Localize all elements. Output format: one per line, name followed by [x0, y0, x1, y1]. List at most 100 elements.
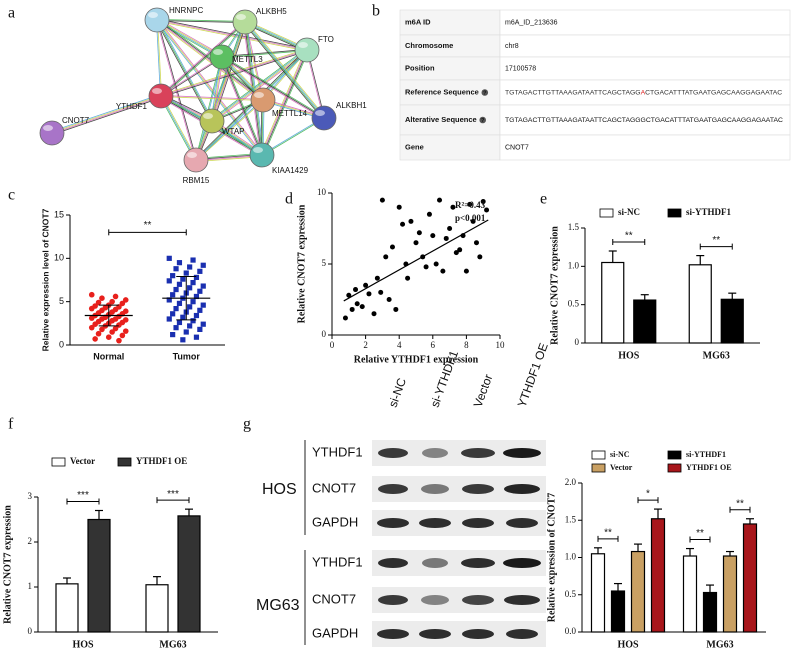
- significance-label: *: [646, 489, 650, 500]
- network-edge: [156, 20, 307, 52]
- legend-label: YTHDF1 OE: [686, 463, 732, 472]
- network-edge: [160, 49, 308, 97]
- data-point: [92, 336, 98, 342]
- x-axis-label: Relative YTHDF1 expression: [354, 354, 479, 365]
- table-value-cell: [499, 104, 791, 136]
- blot-group-label: MG63: [256, 597, 300, 614]
- bar: [688, 264, 712, 344]
- table-value-cell: [499, 79, 791, 106]
- blot-band: [377, 629, 409, 639]
- data-point: [176, 300, 183, 306]
- data-point: [190, 299, 196, 305]
- node-highlight: [298, 42, 308, 48]
- table-label: m6A ID: [405, 17, 431, 26]
- table-label-cell: [399, 134, 501, 161]
- network-edge: [155, 20, 262, 156]
- data-point: [477, 254, 483, 260]
- y-tick-label: 0.0: [565, 626, 577, 636]
- blot-band: [378, 484, 408, 494]
- y-axis-label: Relative CNOT7 expression: [549, 226, 560, 345]
- x-tick-label: 0: [330, 340, 335, 350]
- data-point: [92, 321, 98, 328]
- y-tick-label: 0: [575, 337, 580, 347]
- node-highlight: [152, 88, 162, 94]
- data-point: [366, 291, 372, 297]
- data-point: [453, 250, 459, 256]
- x-category-label: MG63: [706, 639, 733, 650]
- data-point: [200, 262, 206, 268]
- blot-row-label: GAPDH: [312, 514, 358, 529]
- data-point: [193, 312, 200, 319]
- table-value: CNOT7: [505, 144, 529, 151]
- y-tick-label: 1.5: [565, 514, 577, 524]
- network-edge: [244, 22, 324, 119]
- network-edge: [221, 56, 263, 156]
- significance-label: **: [712, 235, 720, 246]
- data-point: [346, 292, 352, 298]
- node-highlight: [148, 12, 158, 18]
- y-tick-label: 2: [28, 536, 33, 546]
- x-tick-label: 10: [496, 340, 506, 350]
- network-node: [144, 7, 170, 33]
- data-point: [180, 314, 186, 320]
- network-edge: [221, 49, 307, 57]
- network-edge: [211, 49, 307, 121]
- network-node: [294, 37, 320, 63]
- node-highlight: [187, 152, 197, 158]
- blot-band: [421, 595, 449, 605]
- network-edge: [245, 21, 325, 118]
- blot-column-label: si-NC: [386, 376, 410, 409]
- data-point: [119, 300, 126, 307]
- data-point: [183, 329, 189, 335]
- data-point: [166, 255, 172, 261]
- bar: [742, 523, 758, 633]
- data-point: [359, 304, 365, 310]
- blot-row-label: YTHDF1: [312, 444, 363, 459]
- network-edge: [51, 95, 161, 133]
- y-tick-label: 0: [28, 626, 33, 636]
- blot-row-label: GAPDH: [312, 625, 358, 640]
- data-point: [379, 197, 385, 203]
- data-point: [116, 322, 122, 328]
- data-point: [170, 273, 176, 279]
- legend-swatch: [667, 450, 682, 460]
- table-value: chr8: [505, 43, 519, 50]
- network-edge: [156, 19, 213, 122]
- y-tick-label: 0.5: [565, 589, 577, 599]
- network-edge: [212, 50, 308, 122]
- panel-label: e: [540, 191, 547, 208]
- sequence-part: TGTAGACTTGTTAAAGATAATTCAGCTAGG: [505, 89, 641, 96]
- blot-row-label: YTHDF1: [312, 554, 363, 569]
- blot-band: [422, 558, 448, 568]
- data-point: [183, 270, 189, 276]
- blot-band: [421, 484, 449, 494]
- data-point: [122, 297, 129, 303]
- network-edge: [157, 19, 246, 22]
- network-edge: [156, 19, 263, 156]
- data-point: [170, 332, 176, 338]
- data-point: [416, 230, 422, 236]
- bar: [601, 261, 625, 344]
- y-tick-label: 10: [317, 187, 327, 197]
- annotation: p<0.001: [455, 213, 486, 223]
- table-value: m6A_ID_213636: [505, 19, 558, 26]
- legend-label: Vector: [70, 456, 95, 466]
- network-edge: [156, 20, 263, 101]
- data-point: [193, 334, 200, 340]
- node-highlight: [203, 113, 213, 119]
- data-point: [109, 329, 115, 335]
- data-point: [109, 298, 115, 305]
- data-point: [99, 295, 105, 302]
- network-edge: [161, 22, 246, 98]
- panel-label: d: [285, 191, 293, 208]
- data-point: [200, 302, 206, 308]
- panel-label: f: [8, 416, 14, 433]
- network-edge: [157, 19, 264, 155]
- data-point: [467, 201, 473, 207]
- network-edge: [155, 20, 212, 122]
- bar: [720, 298, 744, 344]
- node-label: METTL3: [232, 55, 263, 64]
- blot-band: [422, 448, 448, 458]
- network-node: [148, 83, 174, 109]
- node-label: FTO: [318, 35, 334, 44]
